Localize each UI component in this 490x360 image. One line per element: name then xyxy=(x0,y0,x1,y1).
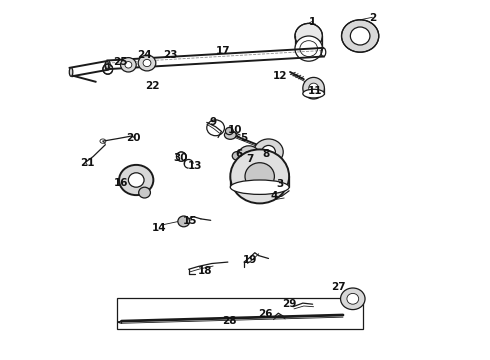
Text: 15: 15 xyxy=(183,216,197,226)
Text: 13: 13 xyxy=(188,161,202,171)
Ellipse shape xyxy=(303,77,324,99)
Ellipse shape xyxy=(341,288,365,310)
Ellipse shape xyxy=(105,60,110,69)
Text: 20: 20 xyxy=(126,132,141,143)
Ellipse shape xyxy=(225,127,233,135)
Text: 19: 19 xyxy=(243,255,257,265)
Text: 3: 3 xyxy=(277,179,284,189)
Polygon shape xyxy=(117,298,363,329)
Text: 16: 16 xyxy=(114,178,129,188)
Ellipse shape xyxy=(347,293,359,304)
Text: 29: 29 xyxy=(282,299,296,309)
Ellipse shape xyxy=(128,173,144,187)
Text: 2: 2 xyxy=(369,13,376,23)
Ellipse shape xyxy=(232,152,242,160)
Ellipse shape xyxy=(178,216,190,227)
Text: 30: 30 xyxy=(173,153,188,163)
Ellipse shape xyxy=(350,27,370,45)
Ellipse shape xyxy=(121,58,136,72)
Text: 27: 27 xyxy=(331,282,345,292)
Ellipse shape xyxy=(230,149,289,203)
Text: 8: 8 xyxy=(263,149,270,159)
Text: 10: 10 xyxy=(228,125,243,135)
Ellipse shape xyxy=(303,89,324,98)
Text: 26: 26 xyxy=(258,309,273,319)
Ellipse shape xyxy=(69,68,73,76)
Ellipse shape xyxy=(262,145,275,158)
Ellipse shape xyxy=(224,131,236,139)
Ellipse shape xyxy=(245,163,274,190)
Ellipse shape xyxy=(125,62,132,68)
Ellipse shape xyxy=(295,23,322,49)
Text: 24: 24 xyxy=(137,50,152,60)
Text: 7: 7 xyxy=(246,154,254,164)
Text: 1: 1 xyxy=(309,17,316,27)
Text: 4: 4 xyxy=(270,191,278,201)
Text: 18: 18 xyxy=(197,266,212,276)
Text: 21: 21 xyxy=(80,158,95,168)
Text: 25: 25 xyxy=(113,57,127,67)
Ellipse shape xyxy=(230,180,289,194)
Text: 14: 14 xyxy=(152,222,167,233)
Text: 28: 28 xyxy=(222,316,237,326)
Ellipse shape xyxy=(139,187,150,198)
Ellipse shape xyxy=(295,36,322,61)
Text: 9: 9 xyxy=(210,117,217,127)
Ellipse shape xyxy=(309,83,318,93)
Ellipse shape xyxy=(342,20,379,52)
Text: 6: 6 xyxy=(235,149,242,159)
Ellipse shape xyxy=(244,151,254,160)
Text: 17: 17 xyxy=(216,46,230,56)
Text: 5: 5 xyxy=(241,132,247,143)
Text: 22: 22 xyxy=(145,81,159,91)
Ellipse shape xyxy=(138,55,156,71)
Text: 12: 12 xyxy=(273,71,288,81)
Ellipse shape xyxy=(238,146,260,165)
Ellipse shape xyxy=(254,139,283,165)
Text: 11: 11 xyxy=(308,86,322,96)
Text: 23: 23 xyxy=(163,50,178,60)
Ellipse shape xyxy=(143,59,151,67)
Ellipse shape xyxy=(119,165,153,195)
